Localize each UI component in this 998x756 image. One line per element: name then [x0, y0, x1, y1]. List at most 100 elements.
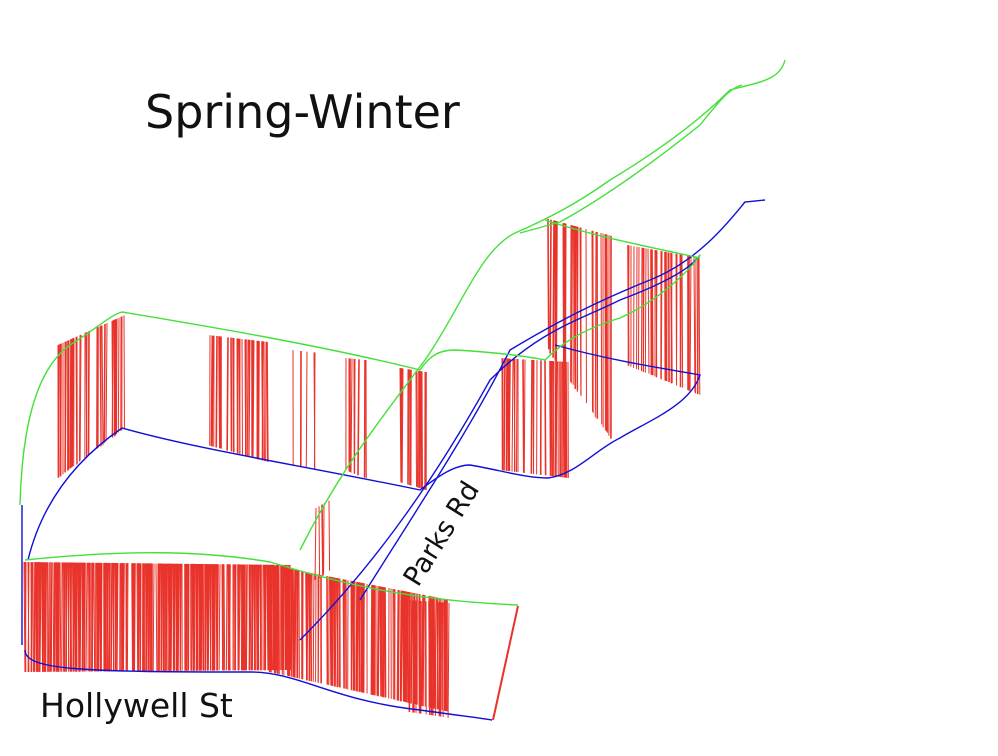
wall-bar	[420, 371, 423, 489]
wall-bar	[647, 248, 650, 374]
wall-bar	[114, 563, 117, 672]
wall-bar	[554, 220, 557, 361]
wall-bar	[396, 589, 399, 701]
wall-bar	[651, 249, 654, 376]
wall-bar	[63, 562, 66, 672]
upper-route-south	[24, 552, 519, 606]
wall-bar	[511, 358, 514, 472]
wall-bar	[644, 248, 647, 373]
wall-bar	[294, 570, 297, 678]
wall-bar	[210, 335, 213, 447]
wall-bar	[79, 562, 82, 672]
wall-bar	[371, 585, 374, 695]
wall-bar	[111, 320, 114, 437]
wall-bar	[313, 352, 316, 470]
wall-bar	[101, 325, 104, 446]
wall-bar	[552, 220, 555, 358]
wall-bar	[75, 336, 78, 465]
wall-bar	[177, 563, 180, 671]
wall-bar	[321, 504, 324, 576]
wall-bar	[287, 568, 290, 677]
wall-bar	[249, 564, 252, 671]
wall-bar	[400, 590, 403, 702]
wall-bar	[555, 221, 558, 363]
wall-bar	[547, 218, 550, 350]
wall-bar	[270, 565, 273, 673]
wall-bar	[234, 564, 237, 671]
wall-bar	[200, 564, 203, 671]
wall-bar	[168, 563, 171, 671]
wall-bar	[591, 230, 594, 412]
wall-bar	[36, 562, 39, 672]
wall-bar	[136, 563, 139, 672]
wall-bar	[293, 569, 296, 678]
wall-bar	[132, 563, 135, 672]
wall-bar	[226, 337, 229, 451]
wall-bar	[50, 562, 53, 672]
wall-bar	[155, 563, 158, 672]
wall-bar	[207, 564, 210, 671]
wall-bar	[670, 253, 673, 384]
wall-bar	[402, 590, 405, 702]
upper-route-east-top	[544, 219, 701, 259]
wall-bar	[173, 563, 176, 671]
wall-bar	[212, 564, 215, 671]
wall-bar	[372, 585, 375, 696]
wall-bar	[305, 351, 308, 468]
wall-bar	[211, 335, 214, 447]
wall-bar	[370, 584, 373, 695]
wall-bar	[350, 358, 353, 473]
wall-bar	[266, 564, 269, 671]
upper-route-main	[19, 254, 701, 506]
wall-bar	[23, 561, 26, 673]
wall-bar	[230, 337, 233, 452]
wall-bar	[606, 234, 609, 433]
wall-bar	[600, 233, 603, 425]
wall-bar	[694, 257, 697, 394]
wall-bar	[660, 251, 663, 380]
wall-bar	[333, 577, 336, 687]
wall-bar	[549, 219, 552, 354]
wall-bar	[69, 562, 72, 672]
wall-bar	[565, 361, 568, 478]
wall-bar	[215, 336, 218, 448]
upper-route	[19, 59, 786, 606]
wall-bar	[257, 340, 260, 460]
base-route-parks-rd-2	[299, 254, 701, 641]
wall-bar	[195, 563, 198, 671]
wall-bar	[100, 562, 103, 672]
wall-bar	[434, 601, 437, 716]
map-title: Spring-Winter	[145, 85, 460, 139]
wall-bar	[213, 564, 216, 671]
wall-bar	[523, 359, 526, 473]
wall-bar	[125, 563, 128, 672]
base-route-main	[24, 649, 493, 721]
wall-bar	[74, 562, 77, 672]
wall-bar	[550, 361, 553, 477]
wall-bar	[377, 586, 380, 697]
wall-bar	[193, 563, 196, 671]
wall-bar	[85, 562, 88, 672]
wall-bar	[338, 578, 341, 688]
wall-bar	[380, 586, 383, 697]
wall-bar	[555, 361, 558, 477]
wall-bar	[83, 562, 86, 672]
wall-bar	[70, 338, 73, 468]
wall-bar	[336, 578, 339, 688]
wall-bar	[406, 591, 409, 703]
wall-bar	[594, 231, 597, 418]
wall-bar	[318, 506, 321, 578]
wall-bar	[605, 234, 608, 432]
wall-bar	[246, 339, 249, 457]
wall-bar	[574, 226, 577, 389]
base-route-loop	[27, 344, 701, 561]
wall-bar	[403, 591, 406, 702]
wall-bar	[59, 562, 62, 672]
wall-bar	[693, 256, 696, 393]
wall-bar	[352, 581, 355, 691]
wall-bar	[108, 562, 111, 672]
wall-bar	[78, 335, 81, 462]
wall-bar	[137, 563, 140, 672]
wall-bar	[248, 564, 251, 671]
wall-bar	[91, 562, 94, 672]
